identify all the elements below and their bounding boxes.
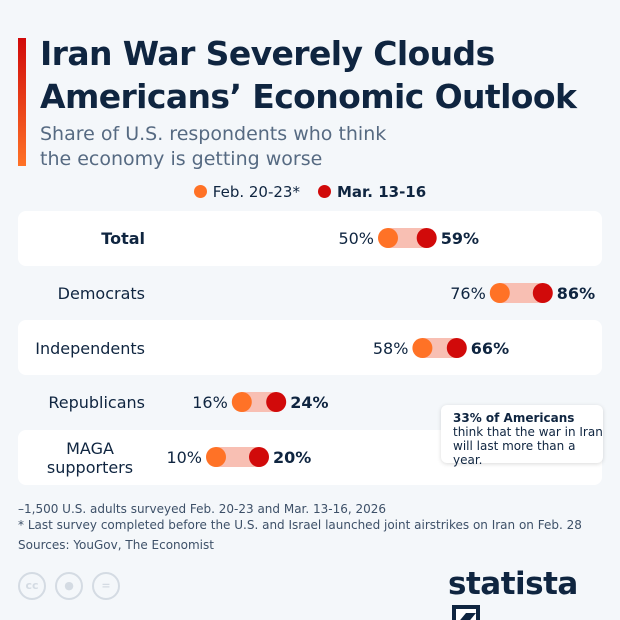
cc-icon[interactable]: cc <box>18 572 46 600</box>
dot-mar <box>532 283 553 303</box>
statista-logo-mark-icon <box>452 605 480 620</box>
no-derivatives-icon[interactable]: = <box>92 572 120 600</box>
legend-swatch-feb <box>193 185 207 198</box>
statista-logo[interactable]: statista <box>448 566 620 620</box>
legend: Feb. 20-23* Mar. 13-16 <box>0 183 620 201</box>
legend-swatch-mar <box>317 185 331 198</box>
value-label-mar: 20% <box>273 448 311 467</box>
value-label-mar: 66% <box>471 339 509 358</box>
dot-feb <box>489 283 510 303</box>
title-accent-bar <box>18 38 26 166</box>
dot-mar <box>249 447 269 467</box>
connector-bar <box>388 228 427 248</box>
connector-bar <box>499 283 543 303</box>
row-label-total: Total <box>101 229 145 248</box>
value-label-feb: 58% <box>373 339 409 358</box>
footnote-asterisk: * Last survey completed before the U.S. … <box>18 518 582 532</box>
value-label-feb: 76% <box>450 284 486 303</box>
footnote-sources: Sources: YouGov, The Economist <box>18 538 214 552</box>
dot-feb <box>378 228 398 248</box>
value-label-mar: 59% <box>441 229 479 248</box>
value-label-mar: 24% <box>290 393 328 412</box>
row-label-republicans: Republicans <box>48 393 145 412</box>
value-label-mar: 86% <box>557 284 595 303</box>
row-band-independents <box>18 320 602 375</box>
statista-logo-text: statista <box>448 566 578 602</box>
dot-feb <box>206 447 226 467</box>
value-label-feb: 10% <box>166 448 202 467</box>
legend-item-feb: Feb. 20-23* <box>193 183 300 201</box>
annotation-box: 33% of Americans think that the war in I… <box>441 405 603 467</box>
row-label-maga: MAGA supporters <box>46 439 134 477</box>
annotation-bold: 33% of Americans <box>453 411 575 425</box>
value-label-feb: 16% <box>192 393 228 412</box>
connector-bar <box>216 447 259 467</box>
legend-label-feb: Feb. 20-23* <box>212 183 300 201</box>
row-label-independents: Independents <box>35 339 145 358</box>
dot-feb <box>412 338 433 358</box>
chart-title: Iran War Severely Clouds Americans’ Econ… <box>40 34 577 116</box>
legend-label-mar: Mar. 13-16 <box>336 183 427 201</box>
value-label-feb: 50% <box>338 229 374 248</box>
dot-mar <box>266 392 287 412</box>
dot-feb <box>231 392 252 412</box>
annotation-text: think that the war in Iran will last mor… <box>453 425 603 467</box>
dot-mar <box>416 228 437 248</box>
attribution-icon[interactable]: ● <box>55 572 83 600</box>
row-label-democrats: Democrats <box>57 284 145 303</box>
dot-mar <box>446 338 467 358</box>
legend-item-mar: Mar. 13-16 <box>317 183 427 201</box>
row-band-total <box>18 211 602 266</box>
chart-subtitle: Share of U.S. respondents who think the … <box>40 123 387 170</box>
footnote-survey: –1,500 U.S. adults surveyed Feb. 20-23 a… <box>18 502 387 516</box>
